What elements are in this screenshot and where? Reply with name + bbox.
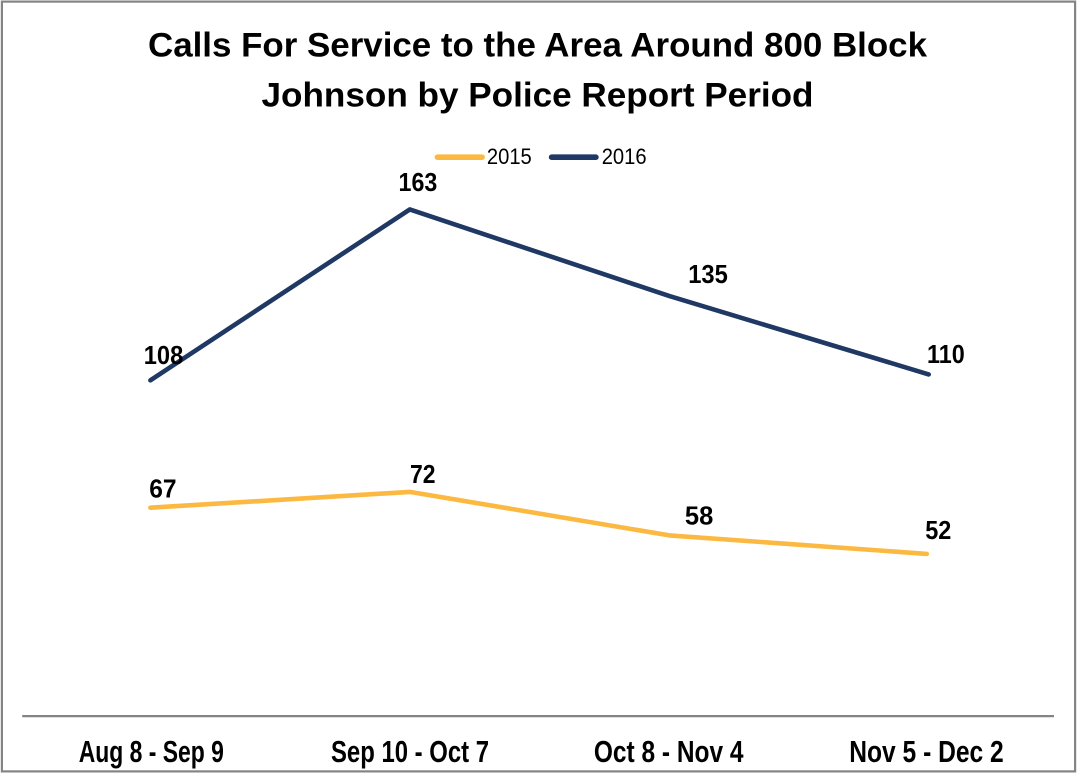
svg-text:Calls For Service to the Area: Calls For Service to the Area Around 800… — [148, 27, 928, 65]
svg-text:110: 110 — [927, 339, 965, 369]
svg-text:2016: 2016 — [602, 144, 647, 169]
svg-text:67: 67 — [149, 473, 176, 503]
svg-text:72: 72 — [410, 459, 436, 489]
svg-text:2015: 2015 — [487, 144, 532, 169]
svg-text:58: 58 — [685, 501, 713, 531]
svg-text:108: 108 — [144, 340, 184, 370]
svg-text:Aug 8 - Sep 9: Aug 8 - Sep 9 — [79, 734, 224, 769]
svg-text:52: 52 — [925, 515, 951, 545]
svg-text:135: 135 — [688, 259, 728, 289]
svg-text:Nov 5 - Dec 2: Nov 5 - Dec 2 — [849, 734, 1004, 769]
svg-text:Oct 8 - Nov 4: Oct 8 - Nov 4 — [594, 734, 744, 769]
svg-text:163: 163 — [399, 167, 438, 197]
svg-text:Johnson by Police Report Perio: Johnson by Police Report Period — [262, 77, 814, 115]
svg-text:Sep 10 - Oct 7: Sep 10 - Oct 7 — [331, 734, 489, 769]
